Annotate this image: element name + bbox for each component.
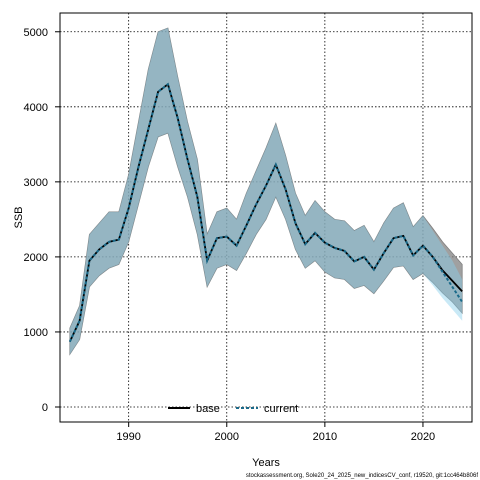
y-tick-label: 1000: [24, 327, 48, 339]
y-axis-title: SSB: [13, 206, 25, 228]
y-axis: 0 1000 2000 3000 4000 5000: [24, 27, 60, 414]
confidence-band-base: [69, 27, 463, 356]
y-tick-label: 0: [42, 402, 48, 414]
confidence-bands: [69, 27, 463, 356]
legend-label-base: base: [196, 403, 220, 415]
series-line-current: [68, 82, 464, 343]
series-lines: [68, 82, 464, 343]
y-tick-label: 3000: [24, 177, 48, 189]
y-tick-label: 4000: [24, 102, 48, 114]
y-tick-label: 5000: [24, 27, 48, 39]
x-axis-title: Years: [252, 457, 280, 469]
footnote: stockassessment.org, Sole20_24_2025_new_…: [246, 473, 478, 479]
y-tick-label: 2000: [24, 252, 48, 264]
legend: base current: [168, 403, 298, 415]
plot-frame: [59, 12, 473, 423]
x-axis: 1990 2000 2010 2020: [116, 422, 435, 443]
legend-label-current: current: [264, 403, 298, 415]
x-tick-label: 1990: [116, 431, 140, 443]
confidence-band-current: [69, 28, 463, 355]
x-tick-label: 2020: [411, 431, 435, 443]
x-tick-label: 2010: [313, 431, 337, 443]
x-tick-label: 2000: [215, 431, 239, 443]
